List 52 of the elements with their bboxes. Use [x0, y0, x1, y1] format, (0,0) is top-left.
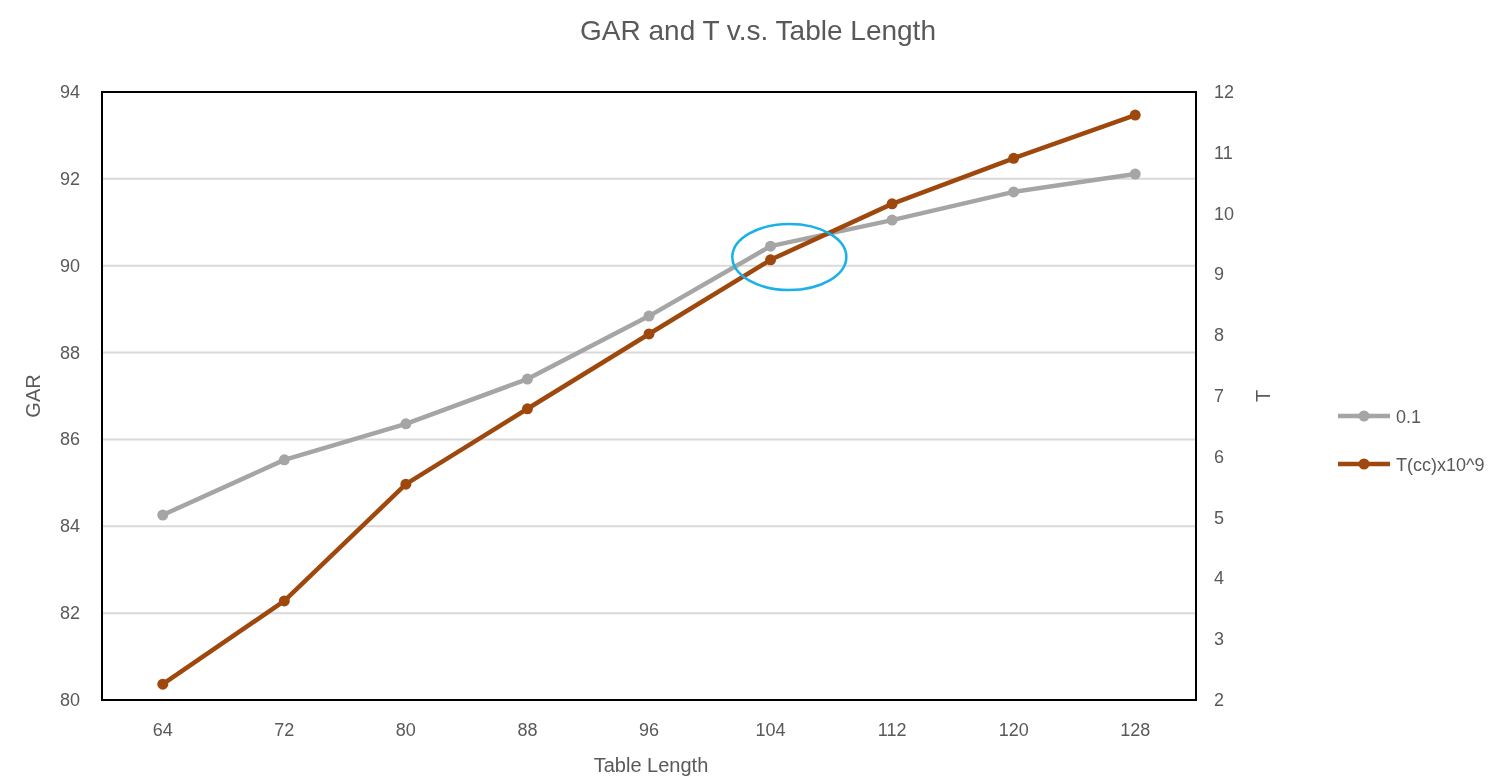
y-tick-label: 82: [59, 603, 80, 624]
point: [521, 373, 533, 385]
point: [157, 509, 169, 521]
point: [157, 678, 169, 690]
y-axis-title: GAR: [22, 374, 44, 418]
point: [278, 595, 290, 607]
y2-tick-label: 5: [1214, 507, 1225, 528]
y2-tick-label: 12: [1214, 82, 1235, 102]
y-tick-label: 92: [59, 168, 80, 189]
y-tick-label: 88: [59, 342, 80, 363]
point: [643, 328, 655, 340]
point: [886, 214, 898, 226]
x-tick-label: 80: [395, 720, 416, 740]
point: [278, 454, 290, 466]
chart-title: GAR and T v.s. Table Length: [580, 15, 936, 46]
x-tick-label: 120: [998, 720, 1029, 740]
x-axis-title: Table Length: [593, 754, 709, 776]
point: [1008, 186, 1020, 198]
x-tick-label: 128: [1120, 720, 1151, 740]
y-tick-label: 90: [59, 255, 80, 276]
point: [765, 254, 777, 266]
x-tick-label: 88: [517, 720, 538, 740]
y2-tick-label: 6: [1214, 446, 1225, 467]
y2-tick-label: 8: [1214, 325, 1225, 346]
point: [886, 198, 898, 210]
x-tick-label: 64: [152, 720, 173, 740]
point: [1129, 168, 1141, 180]
x-tick-label: 96: [638, 720, 660, 740]
x-tick-label: 112: [877, 720, 907, 740]
y-tick-label: 86: [59, 429, 80, 450]
point: [400, 418, 412, 430]
y-tick-label: 80: [59, 690, 80, 710]
y-tick-label: 84: [59, 516, 80, 537]
y2-tick-label: 4: [1214, 568, 1225, 589]
legend-label: T(cc)x10^9: [1396, 455, 1485, 475]
point: [400, 478, 412, 490]
y2-tick-label: 3: [1214, 629, 1225, 650]
point: [643, 310, 655, 322]
point: [521, 403, 533, 415]
y2-axis-title: T: [1252, 389, 1274, 403]
x-tick-label: 72: [274, 720, 295, 740]
point: [1008, 152, 1020, 164]
y2-tick-label: 10: [1214, 203, 1235, 224]
legend-label: 0.1: [1396, 407, 1422, 427]
point: [765, 240, 777, 252]
x-tick-label: 104: [755, 720, 786, 740]
y-tick-label: 94: [59, 82, 80, 102]
y2-tick-label: 9: [1214, 264, 1225, 285]
y2-tick-label: 2: [1214, 690, 1225, 710]
y2-tick-label: 11: [1214, 142, 1233, 163]
point: [1129, 109, 1141, 121]
y2-tick-label: 7: [1214, 386, 1225, 406]
